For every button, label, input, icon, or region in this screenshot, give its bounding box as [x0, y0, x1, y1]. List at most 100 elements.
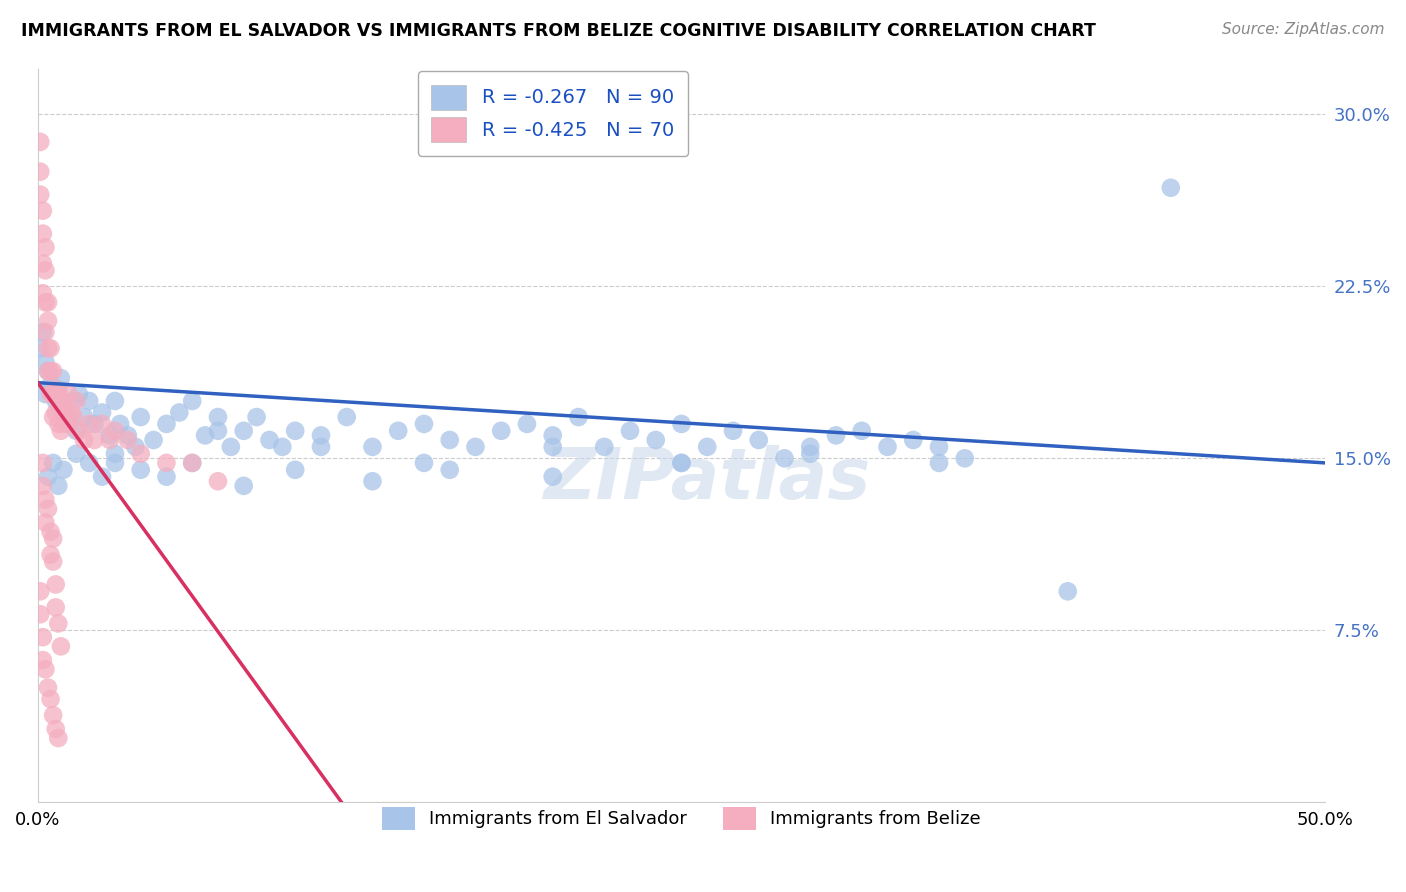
- Point: [232, 424, 254, 438]
- Point: [91, 417, 114, 431]
- Point: [42, 387, 65, 401]
- Point: [46, 417, 69, 431]
- Point: [30, 341, 52, 355]
- Point: [73, 410, 96, 425]
- Point: [117, 433, 139, 447]
- Point: [37, 501, 59, 516]
- Point: [49, 371, 72, 385]
- Point: [773, 451, 796, 466]
- Point: [42, 708, 65, 723]
- Point: [284, 463, 307, 477]
- Point: [37, 364, 59, 378]
- Point: [98, 428, 121, 442]
- Point: [49, 640, 72, 654]
- Point: [142, 433, 165, 447]
- Point: [799, 447, 821, 461]
- Point: [31, 227, 53, 241]
- Point: [181, 456, 204, 470]
- Point: [207, 410, 229, 425]
- Point: [42, 364, 65, 378]
- Point: [83, 433, 105, 447]
- Point: [49, 424, 72, 438]
- Point: [903, 433, 925, 447]
- Point: [721, 424, 744, 438]
- Point: [30, 607, 52, 622]
- Point: [46, 731, 69, 745]
- Point: [52, 463, 75, 477]
- Point: [129, 463, 152, 477]
- Point: [30, 135, 52, 149]
- Point: [181, 456, 204, 470]
- Point: [34, 662, 56, 676]
- Point: [37, 314, 59, 328]
- Point: [37, 469, 59, 483]
- Point: [31, 203, 53, 218]
- Point: [46, 479, 69, 493]
- Point: [117, 428, 139, 442]
- Point: [45, 722, 67, 736]
- Point: [42, 410, 65, 425]
- Point: [439, 463, 461, 477]
- Point: [413, 417, 436, 431]
- Point: [45, 394, 67, 409]
- Point: [309, 428, 332, 442]
- Point: [541, 440, 564, 454]
- Point: [37, 681, 59, 695]
- Point: [39, 341, 62, 355]
- Point: [361, 440, 384, 454]
- Point: [194, 428, 217, 442]
- Point: [619, 424, 641, 438]
- Point: [953, 451, 976, 466]
- Point: [31, 630, 53, 644]
- Point: [34, 387, 56, 401]
- Point: [46, 387, 69, 401]
- Point: [37, 364, 59, 378]
- Point: [46, 616, 69, 631]
- Point: [567, 410, 589, 425]
- Point: [219, 440, 242, 454]
- Point: [65, 447, 87, 461]
- Point: [671, 456, 693, 470]
- Point: [644, 433, 666, 447]
- Point: [65, 424, 87, 438]
- Point: [799, 440, 821, 454]
- Point: [31, 256, 53, 270]
- Point: [37, 295, 59, 310]
- Point: [169, 405, 191, 419]
- Point: [91, 469, 114, 483]
- Point: [52, 401, 75, 415]
- Point: [34, 295, 56, 310]
- Point: [55, 405, 77, 419]
- Point: [464, 440, 486, 454]
- Point: [42, 387, 65, 401]
- Point: [45, 405, 67, 419]
- Point: [39, 387, 62, 401]
- Point: [42, 554, 65, 568]
- Point: [259, 433, 281, 447]
- Point: [1056, 584, 1078, 599]
- Point: [124, 440, 146, 454]
- Point: [31, 479, 53, 493]
- Point: [155, 417, 177, 431]
- Point: [516, 417, 538, 431]
- Point: [104, 447, 127, 461]
- Point: [207, 424, 229, 438]
- Point: [928, 456, 950, 470]
- Point: [37, 341, 59, 355]
- Point: [77, 456, 100, 470]
- Point: [593, 440, 616, 454]
- Point: [49, 401, 72, 415]
- Point: [62, 410, 84, 425]
- Point: [361, 475, 384, 489]
- Point: [31, 653, 53, 667]
- Point: [31, 456, 53, 470]
- Point: [825, 428, 848, 442]
- Point: [387, 424, 409, 438]
- Point: [129, 447, 152, 461]
- Point: [45, 600, 67, 615]
- Point: [34, 355, 56, 369]
- Point: [336, 410, 359, 425]
- Point: [77, 394, 100, 409]
- Point: [83, 417, 105, 431]
- Text: Source: ZipAtlas.com: Source: ZipAtlas.com: [1222, 22, 1385, 37]
